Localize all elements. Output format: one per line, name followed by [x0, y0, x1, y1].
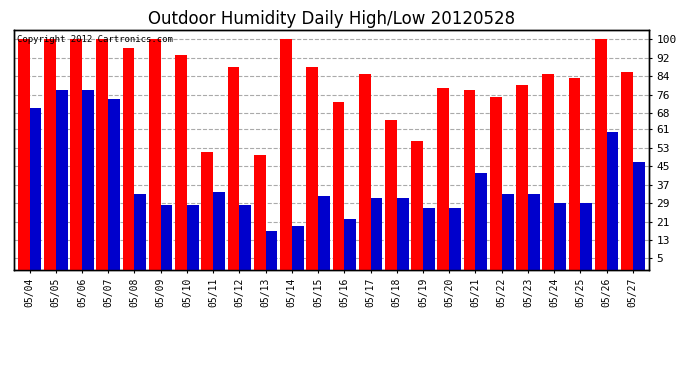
- Bar: [580, 203, 592, 270]
- Bar: [18, 39, 30, 270]
- Bar: [516, 86, 528, 270]
- Bar: [123, 48, 135, 270]
- Bar: [187, 206, 199, 270]
- Bar: [44, 39, 56, 270]
- Bar: [542, 74, 554, 270]
- Bar: [554, 203, 566, 270]
- Bar: [385, 120, 397, 270]
- Bar: [70, 39, 82, 270]
- Bar: [266, 231, 277, 270]
- Bar: [108, 99, 120, 270]
- Bar: [213, 192, 225, 270]
- Bar: [633, 162, 644, 270]
- Bar: [595, 39, 607, 270]
- Bar: [292, 226, 304, 270]
- Bar: [475, 173, 487, 270]
- Bar: [333, 102, 344, 270]
- Bar: [569, 78, 580, 270]
- Bar: [621, 72, 633, 270]
- Bar: [280, 39, 292, 270]
- Bar: [149, 39, 161, 270]
- Bar: [228, 67, 239, 270]
- Bar: [490, 97, 502, 270]
- Bar: [82, 90, 94, 270]
- Bar: [135, 194, 146, 270]
- Bar: [449, 208, 461, 270]
- Bar: [30, 108, 41, 270]
- Bar: [97, 39, 108, 270]
- Bar: [371, 198, 382, 270]
- Bar: [411, 141, 423, 270]
- Bar: [306, 67, 318, 270]
- Bar: [502, 194, 513, 270]
- Bar: [464, 90, 475, 270]
- Text: Copyright 2012 Cartronics.com: Copyright 2012 Cartronics.com: [17, 35, 173, 44]
- Bar: [201, 152, 213, 270]
- Bar: [437, 88, 449, 270]
- Bar: [528, 194, 540, 270]
- Bar: [254, 154, 266, 270]
- Bar: [344, 219, 356, 270]
- Bar: [175, 56, 187, 270]
- Bar: [318, 196, 330, 270]
- Bar: [239, 206, 251, 270]
- Bar: [423, 208, 435, 270]
- Bar: [56, 90, 68, 270]
- Bar: [397, 198, 408, 270]
- Bar: [359, 74, 371, 270]
- Bar: [161, 206, 172, 270]
- Title: Outdoor Humidity Daily High/Low 20120528: Outdoor Humidity Daily High/Low 20120528: [148, 10, 515, 28]
- Bar: [607, 132, 618, 270]
